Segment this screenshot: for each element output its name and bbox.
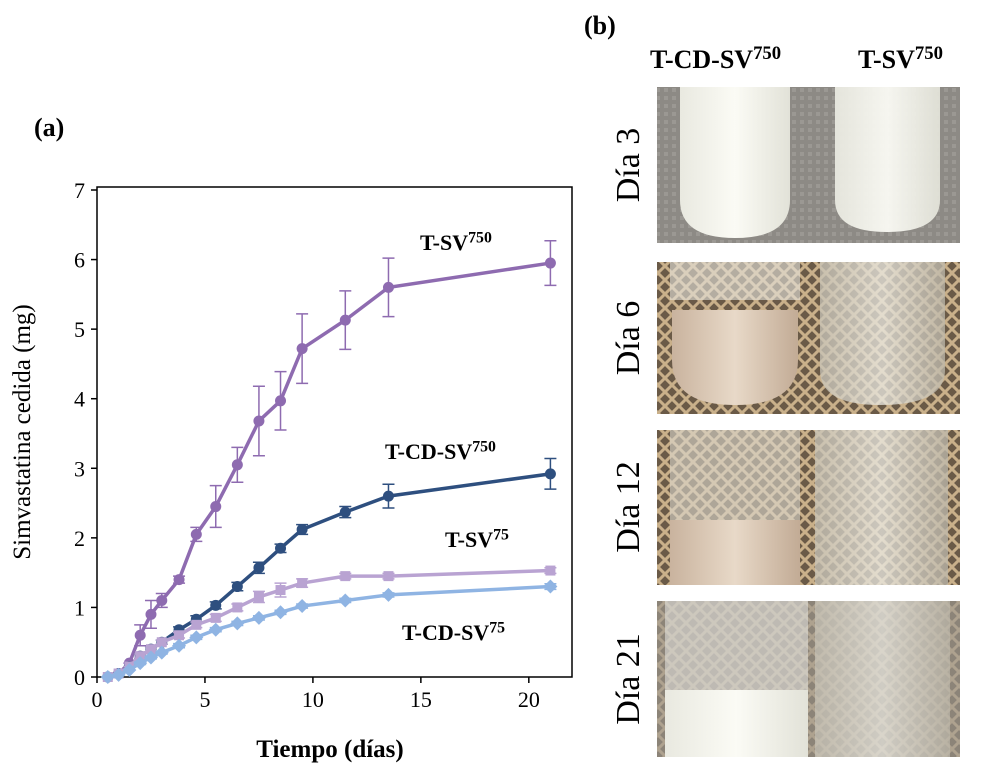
series-label: T-SV750 <box>420 229 492 255</box>
data-point <box>297 578 307 588</box>
y-tick-label: 0 <box>74 665 85 690</box>
data-point <box>275 543 286 554</box>
row-label: Día 6 <box>610 301 647 376</box>
y-tick-label: 7 <box>74 178 85 203</box>
panel-label: (b) <box>584 11 616 40</box>
data-point <box>383 491 394 502</box>
data-point <box>275 395 286 406</box>
data-point <box>545 468 556 479</box>
data-point <box>340 571 350 581</box>
data-point <box>252 611 266 625</box>
y-tick-label: 1 <box>74 595 85 620</box>
tube <box>670 520 800 585</box>
tube <box>670 430 800 520</box>
data-point <box>340 315 351 326</box>
data-point <box>191 529 202 540</box>
data-point <box>276 585 286 595</box>
y-tick-label: 6 <box>74 248 85 273</box>
data-point <box>543 580 557 594</box>
data-point <box>253 415 264 426</box>
tube <box>815 601 950 757</box>
tube <box>665 690 808 757</box>
x-tick-label: 5 <box>199 687 210 712</box>
data-point <box>274 605 288 619</box>
x-tick-label: 0 <box>92 687 103 712</box>
label-text: T-SV <box>858 45 915 74</box>
x-tick-label: 15 <box>410 687 432 712</box>
tube <box>670 262 800 300</box>
y-tick-label: 3 <box>74 456 85 481</box>
label-text: T-SV <box>420 230 468 255</box>
data-point <box>145 609 156 620</box>
series-label: T-SV750 <box>858 43 943 74</box>
data-point <box>189 630 203 644</box>
data-point <box>210 600 221 611</box>
data-point <box>135 630 146 641</box>
data-point <box>295 599 309 613</box>
y-tick-label: 5 <box>74 317 85 342</box>
data-point <box>253 562 264 573</box>
row-label: Día 3 <box>610 128 647 203</box>
y-axis-label: Simvastatina cedida (mg) <box>9 304 36 559</box>
label-superscript: 750 <box>915 43 943 64</box>
data-point <box>340 507 351 518</box>
x-tick-label: 10 <box>302 687 324 712</box>
data-point <box>232 581 243 592</box>
row-label: Día 21 <box>610 633 647 725</box>
data-point <box>545 566 555 576</box>
data-point <box>383 282 394 293</box>
label-text: T-SV <box>445 527 493 552</box>
tube <box>835 87 940 232</box>
series-label: T-SV75 <box>445 526 509 552</box>
data-point <box>209 623 223 637</box>
data-point <box>210 501 221 512</box>
label-superscript: 75 <box>489 619 505 636</box>
y-tick-label: 2 <box>74 526 85 551</box>
data-point <box>297 343 308 354</box>
label-superscript: 750 <box>468 229 492 246</box>
tube <box>665 601 808 690</box>
row-label: Día 12 <box>610 461 647 553</box>
data-point <box>232 602 242 612</box>
series-label: T-CD-SV75 <box>402 619 505 645</box>
panel-label: (a) <box>34 113 64 142</box>
y-tick-label: 4 <box>74 387 85 412</box>
data-point <box>230 616 244 630</box>
data-point <box>381 588 395 602</box>
photo-grid <box>657 87 960 757</box>
series-label: T-CD-SV750 <box>650 43 781 74</box>
data-point <box>545 258 556 269</box>
label-superscript: 750 <box>472 438 496 455</box>
x-tick-label: 20 <box>518 687 540 712</box>
data-point <box>338 593 352 607</box>
data-point <box>211 613 221 623</box>
label-superscript: 750 <box>753 43 781 64</box>
data-point <box>191 620 201 630</box>
series-line <box>108 263 551 677</box>
data-point <box>254 592 264 602</box>
data-point <box>174 574 185 585</box>
figure: (a) Simvastatina cedida (mg) Tiempo (día… <box>0 0 981 770</box>
data-point <box>156 595 167 606</box>
data-point <box>383 571 393 581</box>
data-point <box>297 524 308 535</box>
label-text: T-CD-SV <box>650 45 753 74</box>
label-superscript: 75 <box>493 526 509 543</box>
data-point <box>232 459 243 470</box>
series-label: T-CD-SV750 <box>385 438 496 464</box>
data-point <box>172 639 186 653</box>
label-text: T-CD-SV <box>385 439 472 464</box>
label-text: T-CD-SV <box>402 620 489 645</box>
tube <box>672 310 798 405</box>
x-axis-label: Tiempo (días) <box>256 736 403 763</box>
tube <box>820 262 945 405</box>
tube <box>815 430 948 585</box>
tube <box>680 87 790 238</box>
